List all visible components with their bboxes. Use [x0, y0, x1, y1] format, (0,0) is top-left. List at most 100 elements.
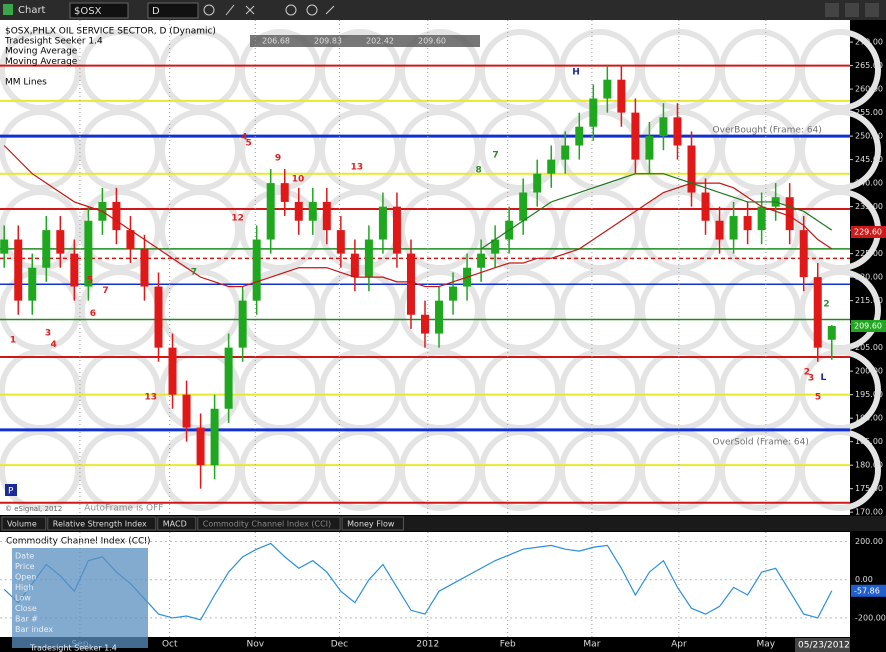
cci-flag [851, 584, 886, 597]
candle-body [364, 239, 373, 278]
line [480, 173, 833, 250]
annotation: H [572, 68, 580, 78]
candle-body [392, 206, 401, 254]
tab[interactable]: Money Flow [341, 516, 404, 531]
candle-body [294, 201, 303, 221]
annotation: 13 [351, 163, 364, 173]
ohlc-readout: 206.68 [262, 37, 290, 46]
tab-box[interactable] [197, 516, 341, 531]
symbol[interactable]: $OSX [74, 6, 102, 17]
pattern-circle [399, 349, 481, 431]
y-tick-label: 260.00 [855, 85, 883, 94]
tab[interactable]: Relative Strength Index [47, 516, 157, 531]
annotation: 5 [87, 275, 93, 285]
y-tick-label: 220.00 [855, 273, 883, 282]
symbol-box[interactable] [69, 2, 129, 19]
candle-body [435, 300, 444, 334]
pattern-circle [479, 429, 561, 511]
x-tick-label: Nov [246, 640, 264, 650]
tab-label[interactable]: Commodity Channel Index (CCI) [203, 520, 331, 529]
pattern-circle [399, 109, 481, 191]
tab-label[interactable]: MACD [163, 520, 187, 529]
tab[interactable]: MACD [157, 516, 197, 531]
candle-body [561, 145, 570, 160]
y-tick-label: 185.00 [855, 437, 883, 446]
info-label: Open [15, 573, 36, 582]
candle-body [14, 239, 23, 301]
legend-entry: Moving Average [5, 47, 78, 57]
pattern-circle [559, 189, 641, 271]
pattern-circle [479, 189, 561, 271]
tab-label[interactable]: Volume [7, 520, 37, 529]
tab-bar [0, 516, 886, 531]
annotation: 5 [815, 393, 821, 403]
candle-body [378, 206, 387, 240]
tab[interactable]: Volume [1, 516, 47, 531]
candle-body [715, 220, 724, 240]
info-label: Date [15, 552, 34, 561]
price-flag [851, 226, 886, 239]
candle-body [687, 145, 696, 193]
annotation: 4 [50, 340, 56, 350]
y-tick-label: 255.00 [855, 108, 883, 117]
window-button[interactable] [845, 3, 859, 17]
tab-box[interactable] [157, 516, 197, 531]
tab[interactable]: Commodity Channel Index (CCI) [197, 516, 341, 531]
pattern-circle [79, 109, 161, 191]
pattern-circle [0, 269, 81, 351]
price-flag [851, 320, 886, 333]
pattern-circle [399, 429, 481, 511]
background-pattern [0, 29, 881, 511]
candle-body [813, 277, 822, 348]
tab-box[interactable] [47, 516, 157, 531]
pattern-circle [719, 109, 801, 191]
line [3, 145, 833, 288]
p-marker-label: P [8, 487, 14, 497]
pattern-circle [159, 109, 241, 191]
legend-entry: Tradesight Seeker 1.4 [4, 37, 103, 47]
pattern-circle [479, 349, 561, 431]
candle-body [224, 347, 233, 409]
pattern-circle [319, 429, 401, 511]
candle-body [589, 98, 598, 127]
pattern-circle [0, 429, 81, 511]
candle-body [168, 347, 177, 395]
candle-body [547, 159, 556, 174]
annotation: 5 [245, 139, 251, 149]
pattern-circle [159, 29, 241, 111]
pattern-circle [239, 429, 321, 511]
candle-body [322, 201, 331, 231]
pattern-circle [479, 29, 561, 111]
tab-label[interactable]: Money Flow [347, 520, 395, 529]
tab-label[interactable]: Relative Strength Index [53, 520, 147, 529]
pattern-circle [719, 349, 801, 431]
info-label: High [15, 583, 33, 592]
annotation: OverSold (Frame: 64) [713, 438, 809, 448]
info-box [12, 548, 148, 648]
interval-box[interactable] [147, 2, 199, 19]
pattern-circle [799, 29, 881, 111]
candle-body [350, 253, 359, 278]
candle-body [238, 300, 247, 348]
y-tick-label: 225.00 [855, 249, 883, 258]
toolbar-icons[interactable] [203, 4, 335, 16]
candle-body [56, 230, 65, 254]
info-footer: Tradesight Seeker 1.4 [29, 644, 117, 652]
y-tick-label: 235.00 [855, 202, 883, 211]
annotation: 2 [804, 368, 810, 378]
window-button[interactable] [865, 3, 879, 17]
info-label: Low [15, 594, 31, 603]
candle-body [673, 117, 682, 146]
interval[interactable]: D [152, 6, 160, 17]
chart-content: 170.00175.00180.00185.00190.00195.00200.… [0, 20, 886, 650]
tab-box[interactable] [1, 516, 47, 531]
annotation: 2 [823, 299, 829, 309]
window-button[interactable] [825, 3, 839, 17]
pattern-circle [0, 29, 81, 111]
annotation: 7 [102, 286, 108, 296]
annotation: AutoFrame is OFF [84, 503, 163, 513]
tab-box[interactable] [341, 516, 404, 531]
